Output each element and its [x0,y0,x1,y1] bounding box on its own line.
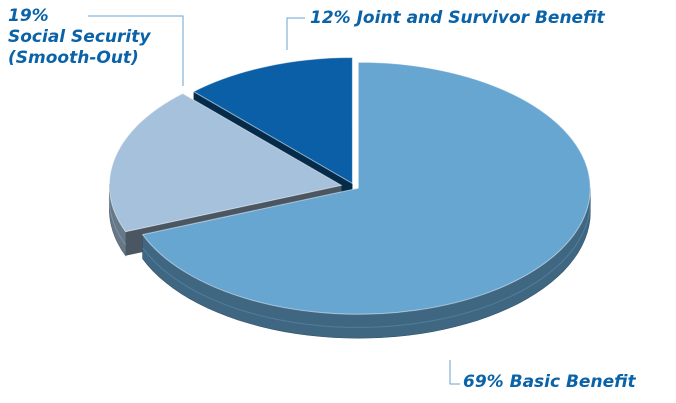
leader-line-social-security [88,15,184,86]
slice-joint-survivor [192,56,353,185]
slice-label-social-security-note: (Smooth-Out) [8,48,139,68]
slice-rim-highlight-basic [142,201,591,328]
pie-slices [108,56,591,315]
leader-line-joint-survivor [286,17,305,50]
slice-basic [141,61,591,315]
slice-social-security [108,92,343,233]
slice-label-social-security-name: Social Security [8,27,151,47]
slice-label-basic-benefit: 69% Basic Benefit [463,372,636,392]
slice-label-social-security-percent: 19% [8,6,49,26]
leader-line-basic-benefit [449,360,460,385]
slice-label-social-security: 19% Social Security (Smooth-Out) [8,6,150,69]
leader-lines [88,15,460,385]
slice-label-joint-survivor: 12% Joint and Survivor Benefit [310,8,605,28]
slice-rim-highlight-social-security [108,197,127,246]
